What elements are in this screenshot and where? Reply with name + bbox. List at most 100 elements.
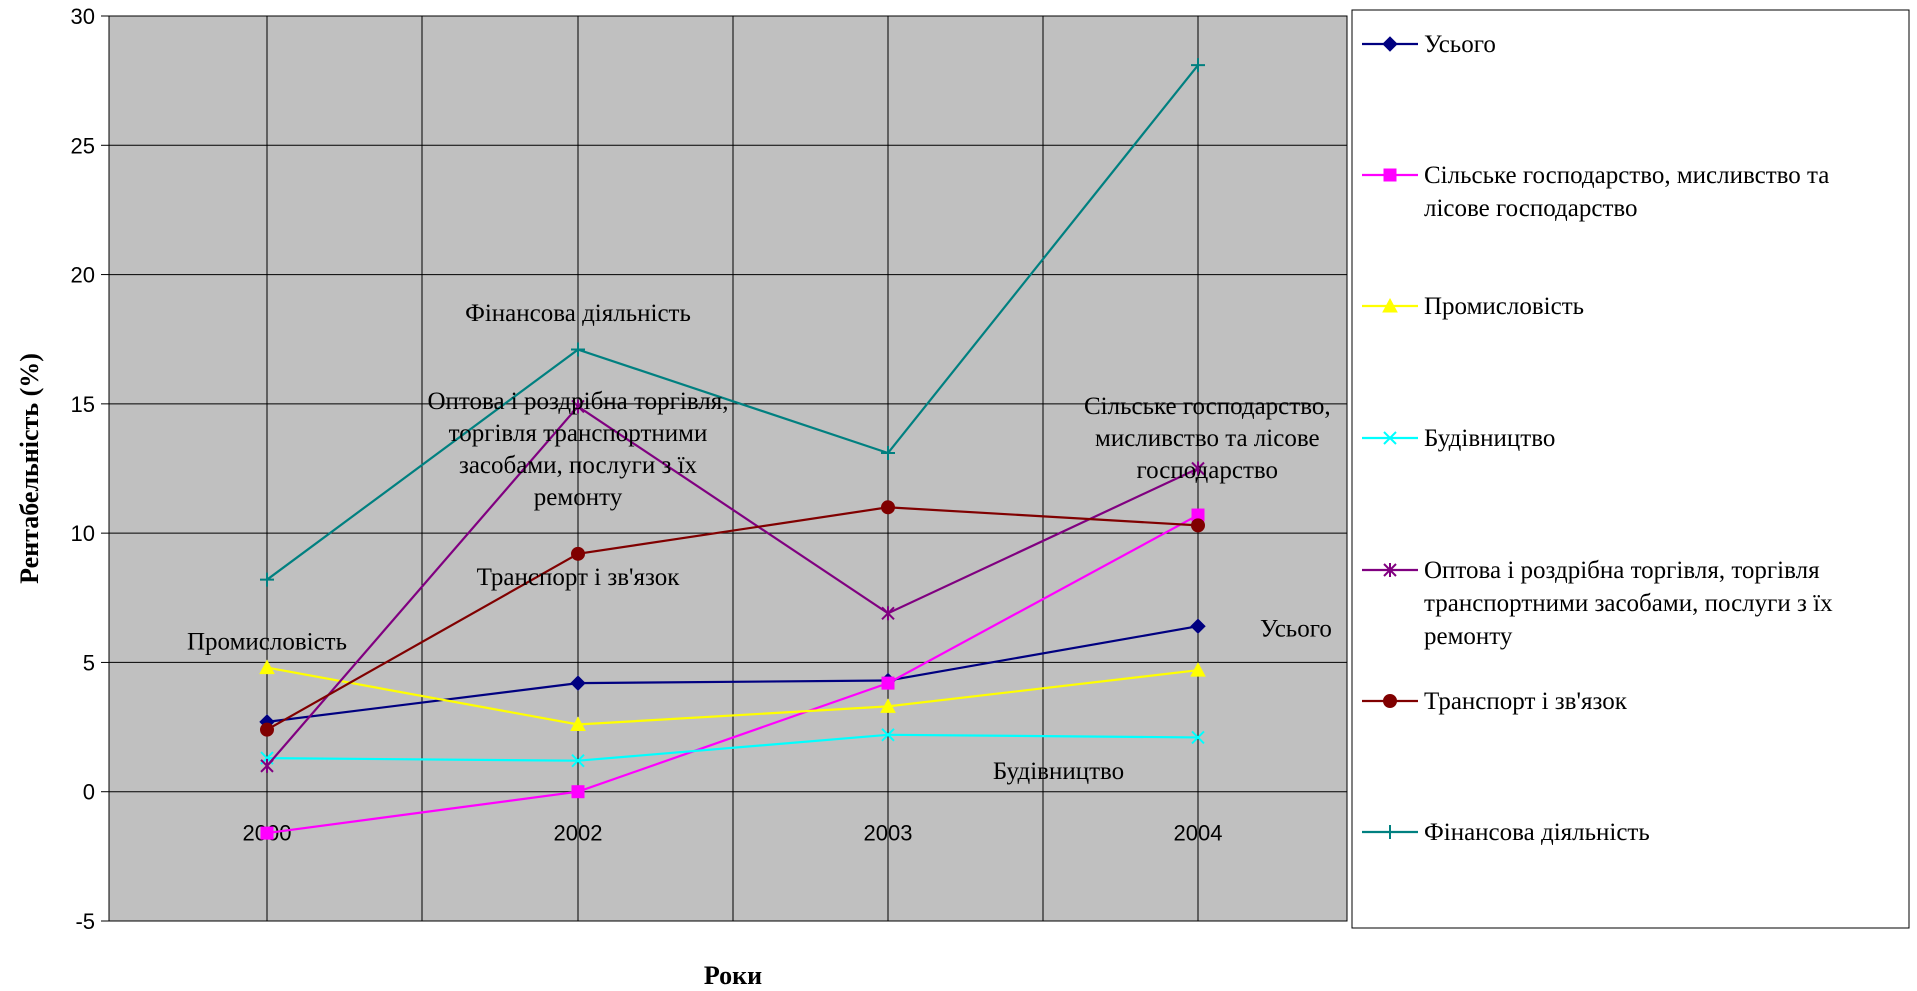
series-5 — [260, 500, 1205, 737]
annotation-label: Будівництво — [993, 758, 1124, 785]
annotation-line: Фінансова діяльність — [465, 300, 691, 327]
y-tick-label: 30 — [71, 4, 95, 29]
series-line — [266, 625, 1199, 723]
data-point — [570, 716, 586, 731]
x-axis-title: Роки — [704, 961, 762, 986]
series-line — [266, 514, 1199, 835]
legend-entry: Фінансова діяльність — [1362, 819, 1650, 846]
series-line — [266, 733, 1199, 762]
legend-label-line: ремонту — [1424, 623, 1513, 650]
data-point — [571, 753, 585, 768]
legend-entry: Транспорт і зв'язок — [1362, 688, 1628, 715]
x-tick-label: 2004 — [1174, 821, 1223, 846]
data-point — [1190, 662, 1206, 677]
annotation-line: господарство — [1137, 457, 1278, 484]
annotation-line: Усього — [1260, 616, 1332, 643]
annotation-line: Промисловість — [187, 629, 347, 656]
data-point — [881, 445, 895, 460]
data-point — [570, 675, 586, 691]
series-line — [266, 64, 1199, 581]
data-point — [881, 606, 895, 621]
y-tick-label: 5 — [83, 650, 95, 675]
legend-label-line: транспортними засобами, послуги з їх — [1424, 590, 1833, 617]
data-point — [260, 826, 274, 840]
annotation-layer: Фінансова діяльність Оптова і роздрібна т… — [187, 300, 1332, 785]
series-3 — [260, 728, 1205, 768]
y-axis-title: Рентабельність (%) — [15, 353, 44, 584]
annotation-label: Фінансова діяльність — [465, 300, 691, 327]
legend-label-line: Усього — [1424, 31, 1496, 58]
y-tick-label: -5 — [75, 909, 95, 934]
x-tick-label: 2002 — [554, 821, 603, 846]
legend-entry: Будівництво — [1362, 425, 1555, 452]
legend-label-line: Транспорт і зв'язок — [1424, 688, 1628, 715]
series-6 — [260, 58, 1205, 587]
data-point — [1191, 518, 1205, 533]
series-4 — [260, 399, 1205, 773]
data-point — [260, 758, 274, 773]
legend-label: Будівництво — [1424, 425, 1555, 452]
plot-background — [108, 15, 1348, 922]
legend-marker — [1383, 694, 1397, 708]
data-point — [881, 676, 895, 690]
legend-marker — [1382, 36, 1398, 52]
data-point — [571, 399, 585, 414]
data-point — [259, 659, 275, 675]
data-point — [1191, 730, 1205, 745]
annotation-label: Транспорт і зв'язок — [477, 564, 681, 591]
legend-label-line: лісове господарство — [1424, 195, 1638, 222]
data-point — [1191, 461, 1205, 476]
data-point — [881, 500, 895, 515]
y-tick-label: 20 — [71, 263, 95, 288]
data-point — [880, 698, 896, 713]
legend-label-line: Будівництво — [1424, 425, 1555, 452]
annotation-line: Оптова і роздрібна торгівля, — [427, 388, 728, 415]
annotation-line: ремонту — [534, 484, 623, 511]
legend-label: Усього — [1424, 31, 1496, 58]
legend-box — [1351, 9, 1910, 929]
data-point — [1190, 618, 1206, 634]
data-point — [571, 546, 585, 561]
legend-marker — [1382, 297, 1398, 313]
y-tick-label: 0 — [83, 780, 95, 805]
data-point — [260, 722, 274, 737]
legend-marker — [1383, 168, 1397, 182]
annotation-label: Промисловість — [187, 629, 347, 656]
legend-label-line: Сільське господарство, мисливство та — [1424, 162, 1829, 189]
annotation-label: Оптова і роздрібна торгівля, торгівля тра… — [427, 388, 728, 511]
legend-entry: Усього — [1362, 31, 1496, 58]
annotation-label: Сільське господарство, мисливство та лісо… — [1084, 393, 1331, 484]
y-tick-label: 15 — [71, 392, 95, 417]
annotation-line: Сільське господарство, — [1084, 393, 1331, 420]
annotation-line: мисливство та лісове — [1095, 425, 1320, 452]
annotation-label: Усього — [1260, 616, 1332, 643]
legend-label-line: Оптова і роздрібна торгівля, торгівля — [1424, 557, 1820, 584]
legend-marker — [1383, 431, 1397, 445]
data-point — [571, 785, 585, 799]
data-point — [1191, 58, 1205, 73]
legend-entry: Оптова і роздрібна торгівля, торгівля тра… — [1362, 557, 1833, 650]
legend-label: Оптова і роздрібна торгівля, торгівля тра… — [1424, 557, 1833, 650]
legend-label-line: Фінансова діяльність — [1424, 819, 1650, 846]
legend-label: Фінансова діяльність — [1424, 819, 1650, 846]
series-2 — [259, 659, 1206, 731]
legend-label: Промисловість — [1424, 293, 1584, 320]
legend-entry: Сільське господарство, мисливство та лісо… — [1362, 162, 1829, 222]
series-line — [266, 506, 1199, 731]
data-point — [260, 572, 274, 587]
legend-marker — [1383, 825, 1397, 839]
legend-label: Сільське господарство, мисливство та лісо… — [1424, 162, 1829, 222]
series-layer — [259, 58, 1206, 840]
legend: Усього Сільське господарство, мисливство … — [1351, 9, 1910, 929]
annotation-line: Будівництво — [993, 758, 1124, 785]
x-tick-label: 2003 — [864, 821, 913, 846]
plot-area: -50510152025302000200220032004РокиРентаб… — [15, 4, 1348, 990]
annotation-line: торгівля транспортними — [449, 420, 708, 447]
legend-label-line: Промисловість — [1424, 293, 1584, 320]
series-1 — [260, 508, 1205, 840]
y-tick-label: 25 — [71, 133, 95, 158]
legend-marker — [1383, 563, 1397, 577]
series-line — [266, 404, 1199, 767]
